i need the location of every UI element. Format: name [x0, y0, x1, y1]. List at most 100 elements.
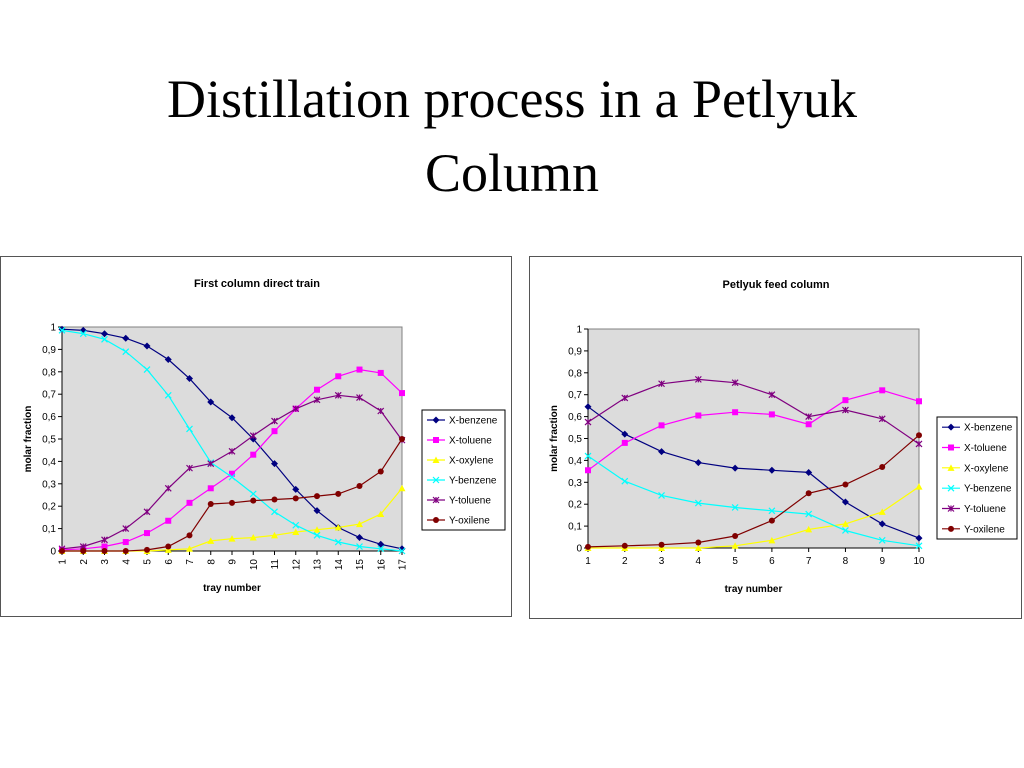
petlyuk-feed-point-y-toluene — [768, 391, 776, 399]
first-column-x-tick-label: 6 — [164, 559, 175, 565]
first-column-point-x-oxylene — [356, 520, 363, 528]
petlyuk-feed-point-y-benzene — [915, 542, 923, 550]
petlyuk-feed-point-x-oxylene — [915, 483, 923, 490]
petlyuk-feed-point-y-oxilene — [768, 517, 775, 524]
petlyuk-feed-y-tick-label: 0 — [576, 544, 582, 555]
first-column-x-tick-label: 13 — [313, 559, 324, 571]
petlyuk-feed-legend-box — [936, 416, 1018, 540]
petlyuk-feed-series-y-oxilene — [585, 432, 922, 550]
first-column-point-x-oxylene — [313, 526, 321, 533]
first-column-x-tick-label: 15 — [355, 559, 366, 571]
first-column-point-y-oxilene — [59, 548, 65, 554]
first-column-point-y-oxilene — [250, 497, 257, 504]
first-column-point-x-toluene — [377, 369, 384, 376]
first-column-point-x-toluene — [144, 530, 150, 537]
first-column-point-x-oxylene — [271, 531, 278, 539]
petlyuk-feed-x-tick-label: 5 — [732, 556, 738, 567]
first-column-point-x-toluene — [335, 373, 342, 380]
petlyuk-feed-point-y-benzene — [878, 536, 886, 544]
first-column-y-tick-label: 0,8 — [42, 367, 56, 378]
first-column-point-y-benzene — [398, 547, 406, 555]
petlyuk-feed-point-x-benzene — [878, 520, 886, 528]
first-column-point-y-oxilene — [229, 499, 235, 506]
first-column-point-x-benzene — [143, 342, 151, 350]
first-column-point-y-oxilene — [122, 548, 129, 554]
petlyuk-feed-point-y-toluene — [621, 394, 629, 402]
petlyuk-feed-x-tick-label: 2 — [622, 556, 628, 567]
petlyuk-feed-point-y-toluene — [658, 380, 665, 388]
petlyuk-feed-point-x-toluene — [658, 422, 665, 429]
first-column-point-y-toluene — [186, 464, 193, 472]
first-column-point-x-oxylene — [186, 545, 193, 552]
first-column-x-tick-label: 16 — [376, 559, 387, 571]
petlyuk-feed-x-tick-label: 6 — [769, 556, 775, 567]
first-column-point-y-oxilene — [144, 546, 150, 553]
petlyuk-feed-point-y-benzene — [658, 492, 665, 499]
petlyuk-feed-legend-label-y-oxilene: Y-oxilene — [964, 524, 1005, 535]
first-column-point-x-benzene — [122, 334, 130, 342]
first-column-point-x-toluene — [122, 539, 129, 546]
petlyuk-feed-y-tick-label: 0,2 — [568, 500, 582, 511]
first-column-point-y-oxilene — [165, 543, 172, 550]
first-column-legend-marker-y-oxilene — [433, 517, 439, 523]
first-column-point-y-toluene — [122, 525, 130, 533]
petlyuk-feed-point-y-toluene — [805, 413, 813, 421]
first-column-point-y-oxilene — [335, 490, 342, 497]
first-column-legend-label-x-oxylene: X-oxylene — [449, 456, 494, 467]
petlyuk-feed-point-x-toluene — [695, 412, 702, 419]
first-column-point-y-benzene — [249, 490, 257, 498]
petlyuk-feed-plot-area — [587, 328, 920, 549]
petlyuk-feed-x-tick-label: 7 — [806, 556, 812, 567]
petlyuk-feed-y-tick-label: 0,3 — [568, 478, 582, 489]
first-column-point-y-toluene — [164, 484, 172, 492]
first-column-x-tick-label: 14 — [334, 559, 345, 571]
first-column-plot-area — [61, 326, 403, 552]
slide-title: Distillation process in a Petlyuk Column — [0, 62, 1024, 210]
petlyuk-feed-title: Petlyuk feed column — [723, 279, 830, 291]
petlyuk-feed-point-x-toluene — [879, 387, 886, 394]
petlyuk-feed-point-x-oxylene — [731, 542, 739, 549]
first-column-point-x-benzene — [186, 375, 193, 383]
first-column-point-y-benzene — [164, 391, 172, 399]
first-column-point-x-oxylene — [249, 534, 257, 541]
first-column-point-y-toluene — [377, 407, 385, 415]
petlyuk-feed-point-x-benzene — [768, 466, 776, 474]
petlyuk-feed-line-x-toluene — [587, 389, 920, 471]
first-column-legend-marker-x-benzene — [432, 416, 440, 424]
first-column-point-y-benzene — [377, 545, 385, 553]
petlyuk-feed-point-x-benzene — [621, 430, 629, 438]
petlyuk-feed-point-x-oxylene — [841, 520, 849, 527]
first-column-point-y-benzene — [271, 508, 278, 516]
first-column-x-tick-label: 11 — [270, 559, 281, 570]
first-column-point-y-toluene — [313, 396, 321, 404]
first-column-x-tick-label: 4 — [121, 559, 132, 565]
first-column-point-x-benzene — [228, 414, 236, 422]
first-column-x-tick-label: 1 — [58, 559, 69, 565]
petlyuk-feed-legend-marker-x-oxylene — [947, 464, 955, 471]
petlyuk-feed-x-tick-label: 9 — [879, 556, 885, 567]
first-column-point-y-toluene — [207, 460, 215, 468]
slide-title-line-1: Distillation process in a Petlyuk — [167, 69, 857, 129]
first-column-point-x-benzene — [313, 507, 321, 515]
petlyuk-feed-point-x-oxylene — [694, 544, 702, 551]
first-column-y-tick-label: 0,4 — [42, 457, 56, 468]
first-column-point-y-toluene — [334, 391, 342, 399]
first-column-x-tick-label: 8 — [206, 559, 217, 565]
first-column-point-x-benzene — [356, 534, 363, 542]
first-column-point-y-benzene — [292, 521, 300, 529]
petlyuk-feed-line-x-benzene — [587, 406, 920, 539]
petlyuk-feed-point-y-oxilene — [879, 463, 886, 470]
petlyuk-feed-point-y-toluene — [731, 379, 739, 387]
petlyuk-feed-point-y-toluene — [842, 406, 849, 414]
petlyuk-feed-x-tick-label: 4 — [696, 556, 702, 567]
first-column-point-x-toluene — [165, 517, 172, 524]
first-column-point-x-toluene — [250, 451, 257, 458]
first-column-legend-label-x-benzene: X-benzene — [449, 416, 498, 427]
petlyuk-feed-point-x-benzene — [731, 464, 739, 472]
first-column-series-y-benzene — [58, 326, 406, 555]
first-column-legend-marker-y-benzene — [432, 476, 440, 484]
chart-petlyuk-feed-svg: Petlyuk feed column 0 0,1 0,2 0,3 0,4 0,5 0,6 0,… — [549, 279, 1018, 595]
petlyuk-feed-point-x-benzene — [805, 468, 813, 476]
first-column-y-tick-label: 0,1 — [42, 524, 56, 535]
first-column-point-y-benzene — [313, 531, 321, 539]
